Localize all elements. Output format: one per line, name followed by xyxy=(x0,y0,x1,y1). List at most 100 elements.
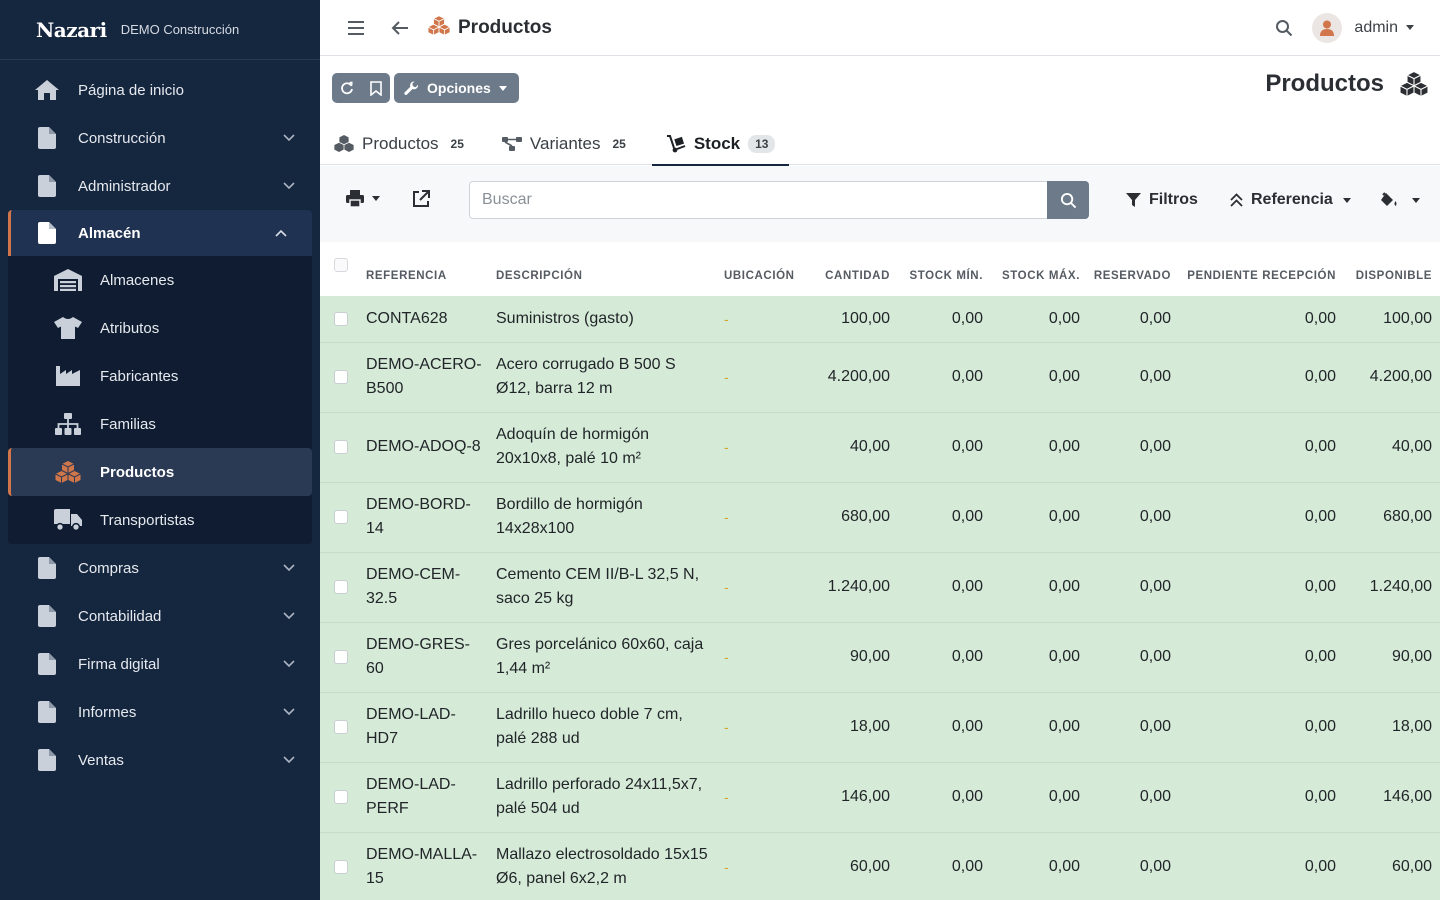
row-checkbox[interactable] xyxy=(334,580,348,594)
cell-descripcion: Gres porcelánico 60x60, caja 1,44 m² xyxy=(496,636,704,677)
tab-label: Productos xyxy=(362,133,439,153)
table-row[interactable]: DEMO-LAD-PERF Ladrillo perforado 24x11,5… xyxy=(320,762,1440,832)
sidebar-item-compras[interactable]: Compras xyxy=(0,544,320,592)
column-header-descripcion[interactable]: DESCRIPCIÓN xyxy=(496,270,583,282)
cell-referencia[interactable]: DEMO-LAD-HD7 xyxy=(366,706,456,747)
search-filter-bar: Filtros Referencia xyxy=(320,166,1440,242)
export-button[interactable] xyxy=(412,190,430,213)
column-header-disponible[interactable]: DISPONIBLE xyxy=(1355,270,1432,282)
cell-pendiente: 0,00 xyxy=(1304,368,1336,385)
table-row[interactable]: DEMO-LAD-HD7 Ladrillo hueco doble 7 cm, … xyxy=(320,692,1440,762)
cell-referencia[interactable]: DEMO-MALLA-15 xyxy=(366,846,478,887)
avatar[interactable] xyxy=(1312,12,1343,43)
sidebar-item-almacen[interactable]: Almacén xyxy=(8,210,312,256)
tab-productos[interactable]: Productos 25 xyxy=(320,122,478,165)
cell-referencia[interactable]: DEMO-ACERO-B500 xyxy=(366,356,482,397)
table-row[interactable]: DEMO-CEM-32.5 Cemento CEM II/B-L 32,5 N,… xyxy=(320,552,1440,622)
sitemap-icon xyxy=(54,411,82,437)
row-checkbox[interactable] xyxy=(334,720,348,734)
cell-reservado: 0,00 xyxy=(1139,858,1171,875)
cell-referencia[interactable]: DEMO-GRES-60 xyxy=(366,636,470,677)
hamburger-menu-icon[interactable] xyxy=(344,16,368,40)
sidebar-item-contabilidad[interactable]: Contabilidad xyxy=(0,592,320,640)
row-checkbox[interactable] xyxy=(334,860,348,874)
table-row[interactable]: DEMO-MALLA-15 Mallazo electrosoldado 15x… xyxy=(320,832,1440,900)
table-row[interactable]: CONTA628 Suministros (gasto) - 100,00 0,… xyxy=(320,296,1440,342)
cell-pendiente: 0,00 xyxy=(1304,648,1336,665)
sidebar-item-firma-digital[interactable]: Firma digital xyxy=(0,640,320,688)
sidebar-item-transportistas[interactable]: Transportistas xyxy=(8,496,312,544)
print-icon xyxy=(346,190,364,207)
table-row[interactable]: DEMO-BORD-14 Bordillo de hormigón 14x28x… xyxy=(320,482,1440,552)
sidebar-item-almacenes[interactable]: Almacenes xyxy=(8,256,312,304)
cell-stock-min: 0,00 xyxy=(951,368,983,385)
options-button[interactable]: Opciones xyxy=(394,73,519,103)
sidebar-item-administrador[interactable]: Administrador xyxy=(0,162,320,210)
select-all-checkbox[interactable] xyxy=(334,258,348,272)
cell-reservado: 0,00 xyxy=(1139,368,1171,385)
cell-referencia[interactable]: DEMO-CEM-32.5 xyxy=(366,566,461,607)
file-icon xyxy=(34,555,60,581)
cell-stock-min: 0,00 xyxy=(951,309,983,327)
cell-stock-max: 0,00 xyxy=(1048,508,1080,525)
table-row[interactable]: DEMO-ACERO-B500 Acero corrugado B 500 S … xyxy=(320,342,1440,412)
color-settings-button[interactable] xyxy=(1380,184,1420,216)
refresh-icon xyxy=(340,81,353,95)
cell-reservado: 0,00 xyxy=(1139,648,1171,665)
cell-referencia[interactable]: CONTA628 xyxy=(366,309,448,327)
sort-button[interactable]: Referencia xyxy=(1230,184,1351,216)
user-menu[interactable]: admin xyxy=(1354,19,1414,37)
column-header-referencia[interactable]: REFERENCIA xyxy=(366,270,447,282)
sidebar-item-construccion[interactable]: Construcción xyxy=(0,114,320,162)
print-button[interactable] xyxy=(346,190,380,207)
cell-referencia[interactable]: DEMO-ADOQ-8 xyxy=(366,438,481,455)
caret-down-icon xyxy=(372,196,380,201)
tab-stock[interactable]: Stock 13 xyxy=(651,122,790,166)
home-icon xyxy=(34,77,60,103)
cubes-icon xyxy=(54,459,82,485)
column-header-cantidad[interactable]: CANTIDAD xyxy=(825,270,890,282)
cell-descripcion: Mallazo electrosoldado 15x15 Ø6, panel 6… xyxy=(496,846,708,887)
user-area: admin xyxy=(1272,12,1440,43)
cell-referencia[interactable]: DEMO-BORD-14 xyxy=(366,496,471,537)
brand-logo[interactable]: Nazari xyxy=(36,17,107,42)
column-header-pendiente[interactable]: PENDIENTE RECEPCIÓN xyxy=(1187,270,1336,282)
tab-variantes[interactable]: Variantes 25 xyxy=(488,122,640,165)
sidebar-item-label: Compras xyxy=(78,559,139,577)
row-checkbox[interactable] xyxy=(334,440,348,454)
table-row[interactable]: DEMO-GRES-60 Gres porcelánico 60x60, caj… xyxy=(320,622,1440,692)
filters-button[interactable]: Filtros xyxy=(1126,184,1198,216)
sidebar-item-atributos[interactable]: Atributos xyxy=(8,304,312,352)
sidebar-item-familias[interactable]: Familias xyxy=(8,400,312,448)
row-checkbox[interactable] xyxy=(334,650,348,664)
search-icon[interactable] xyxy=(1272,16,1296,40)
bookmark-button[interactable] xyxy=(361,73,390,103)
row-checkbox[interactable] xyxy=(334,311,348,326)
column-header-stock-min[interactable]: STOCK MÍN. xyxy=(909,270,983,282)
tshirt-icon xyxy=(54,315,82,341)
column-header-reservado[interactable]: RESERVADO xyxy=(1093,270,1171,282)
chevron-down-icon xyxy=(282,131,296,145)
sidebar-item-fabricantes[interactable]: Fabricantes xyxy=(8,352,312,400)
sidebar-item-informes[interactable]: Informes xyxy=(0,688,320,736)
sidebar-item-productos[interactable]: Productos xyxy=(8,448,312,496)
refresh-button[interactable] xyxy=(332,73,361,103)
row-checkbox[interactable] xyxy=(334,510,348,524)
cell-ubicacion: - xyxy=(724,369,729,385)
table-row[interactable]: DEMO-ADOQ-8 Adoquín de hormigón 20x10x8,… xyxy=(320,412,1440,482)
back-arrow-icon[interactable] xyxy=(388,16,412,40)
column-header-stock-max[interactable]: STOCK MÁX. xyxy=(1002,270,1080,282)
cell-referencia[interactable]: DEMO-LAD-PERF xyxy=(366,776,456,817)
search-input[interactable] xyxy=(469,181,1047,219)
sidebar-item-ventas[interactable]: Ventas xyxy=(0,736,320,784)
file-icon xyxy=(34,651,60,677)
row-checkbox[interactable] xyxy=(334,370,348,384)
file-icon xyxy=(34,125,60,151)
file-icon xyxy=(34,603,60,629)
sidebar-item-inicio[interactable]: Página de inicio xyxy=(0,66,320,114)
search-button[interactable] xyxy=(1047,181,1089,219)
sidebar-item-label: Transportistas xyxy=(100,511,195,529)
column-header-ubicacion[interactable]: UBICACIÓN xyxy=(724,270,795,282)
cell-pendiente: 0,00 xyxy=(1304,788,1336,805)
row-checkbox[interactable] xyxy=(334,790,348,804)
